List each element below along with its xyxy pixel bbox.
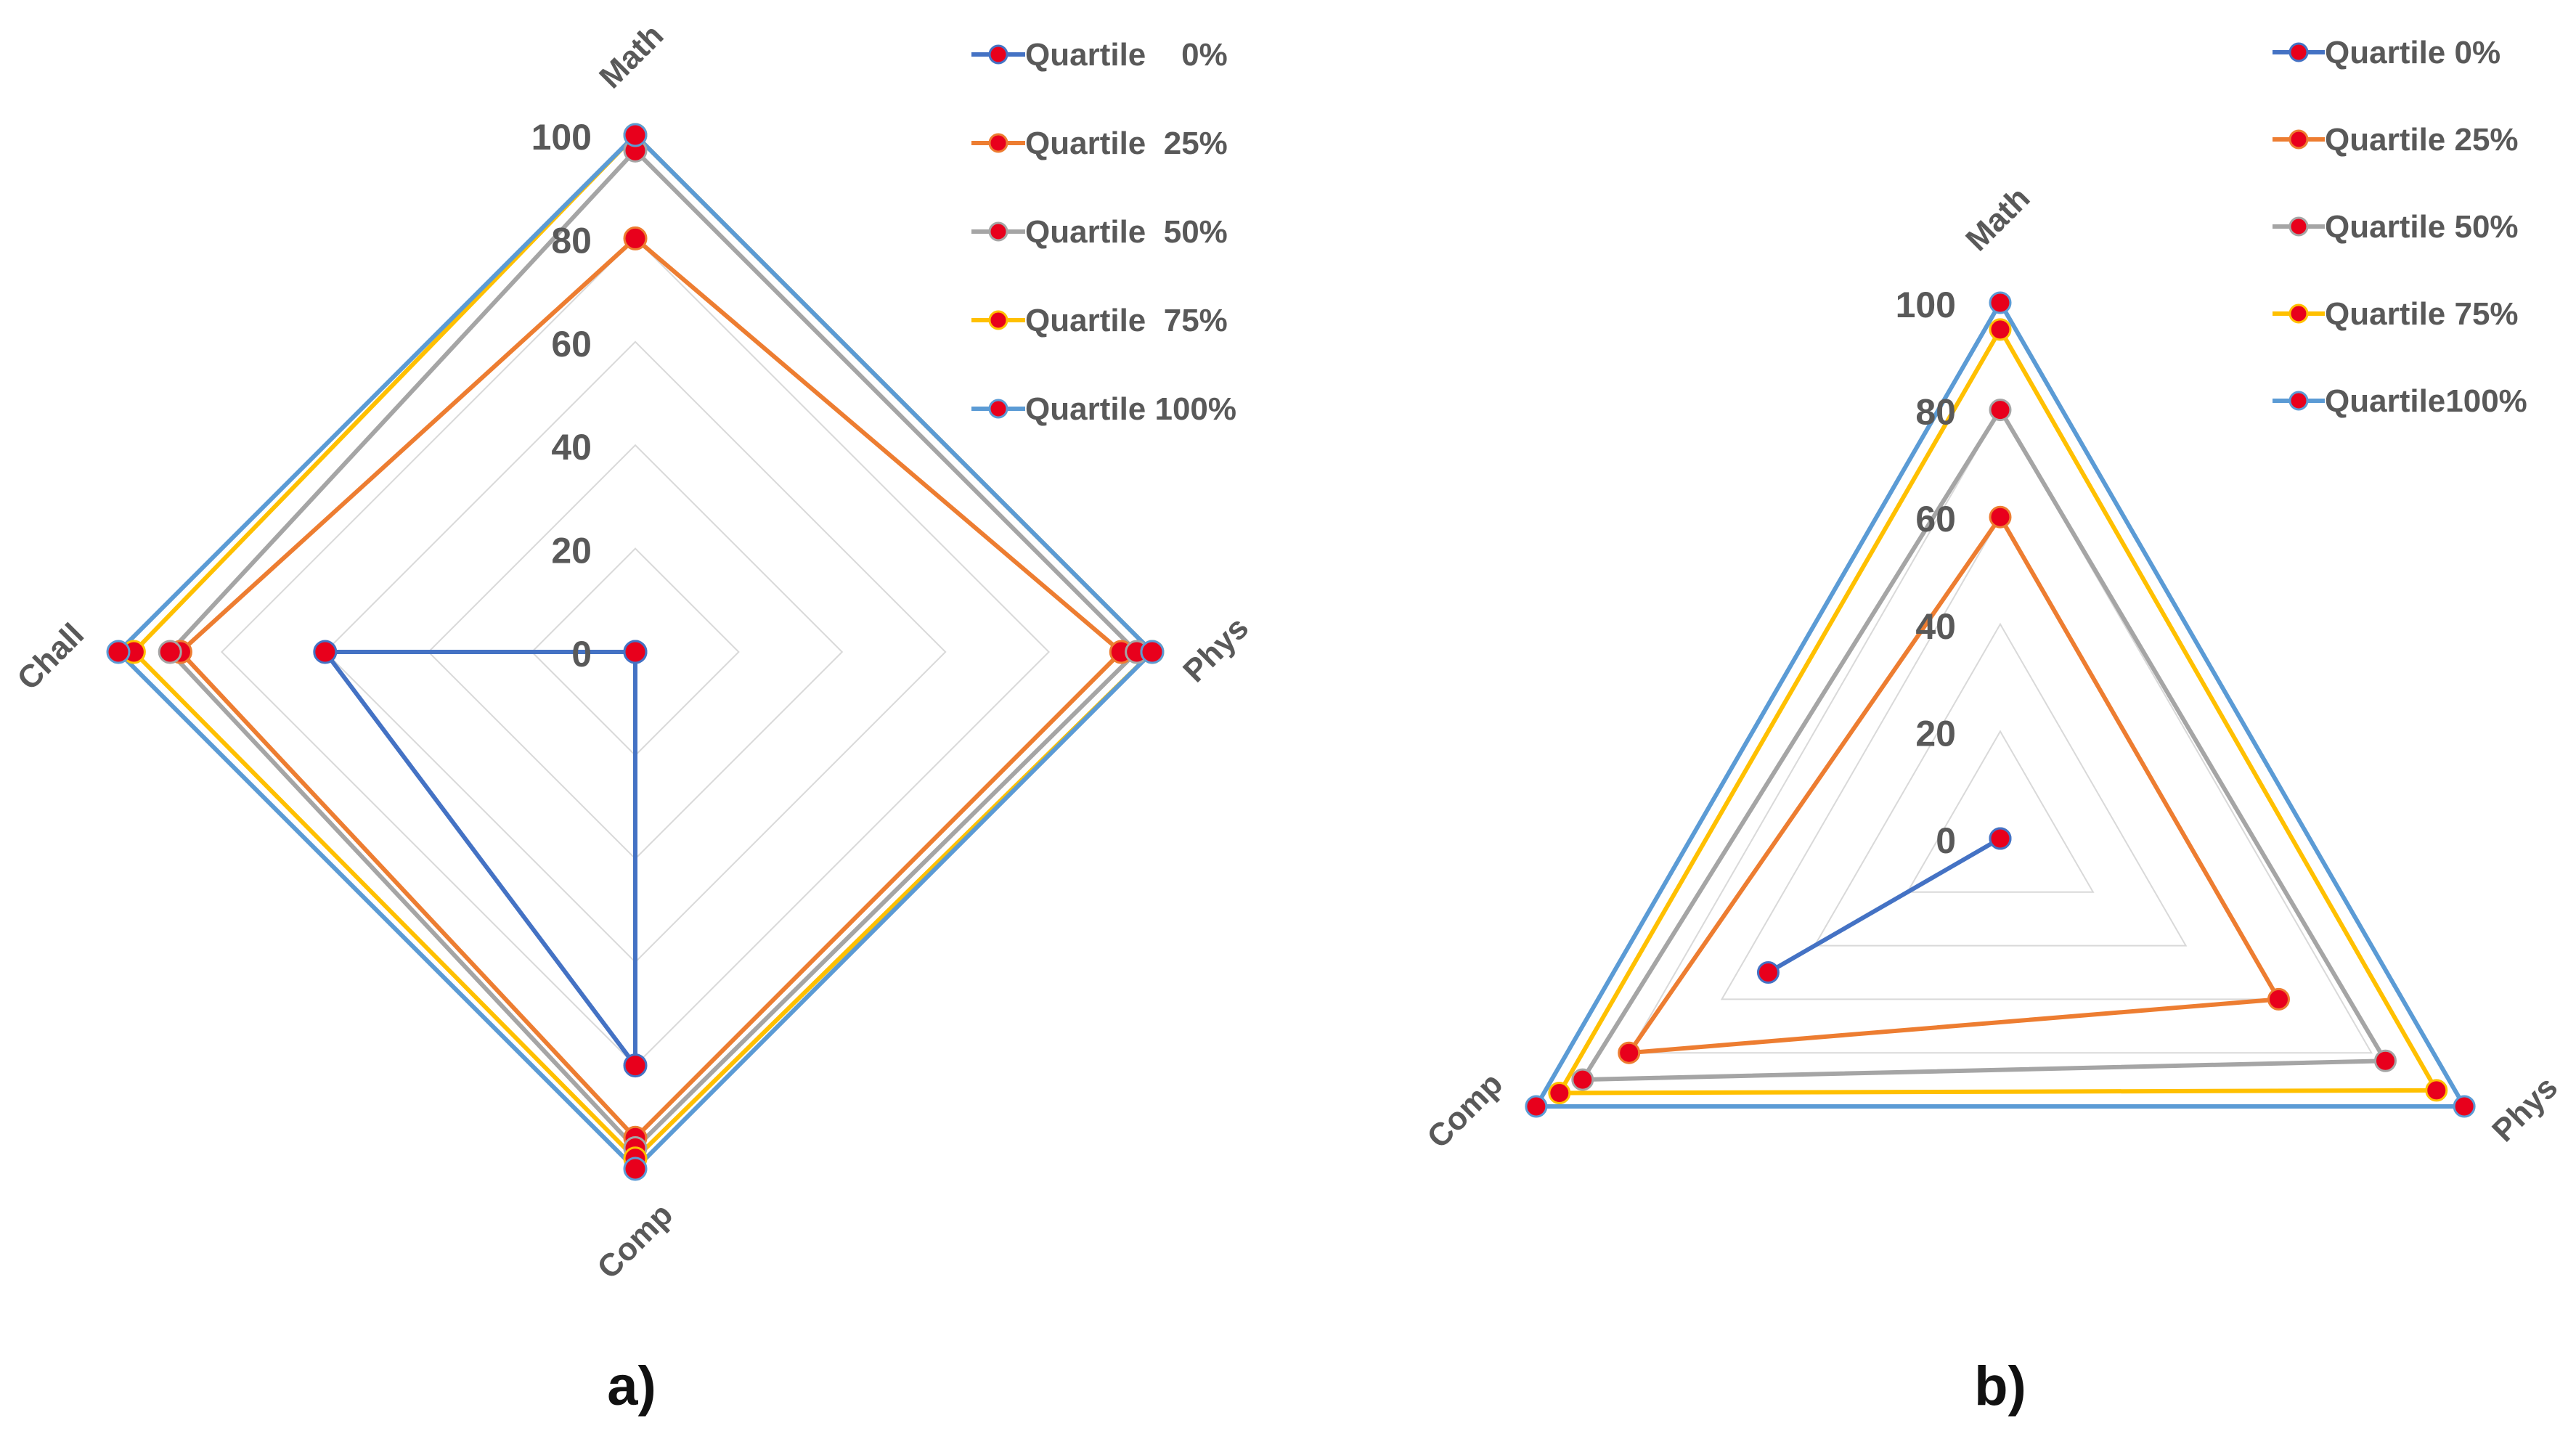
legend-item-quartile100: Quartile100% xyxy=(2273,383,2527,419)
axis-label-phys: Phys xyxy=(1176,610,1255,689)
legend-item-quartile-0: Quartile 0% xyxy=(971,37,1228,73)
data-point-quartile-25-phys xyxy=(2267,987,2290,1011)
series-line-quartile-0 xyxy=(320,650,637,1072)
legend-item-quartile-25: Quartile 25% xyxy=(971,126,1228,161)
tick-label-60: 60 xyxy=(551,324,592,364)
data-point-quartile-50-phys xyxy=(2373,1049,2397,1072)
data-point-quartile-0-phys xyxy=(1989,827,2012,850)
series-line-quartile-50 xyxy=(1578,405,2389,1082)
series-line-quartile-25 xyxy=(177,235,1125,1141)
data-point-quartile-50-math xyxy=(1989,399,2012,422)
legend-item-quartile-25: Quartile 25% xyxy=(2273,122,2519,158)
data-point-quartile-0-chall xyxy=(313,640,338,664)
grid-ring-60 xyxy=(1720,515,2281,1000)
data-point-quartile-100-phys xyxy=(1140,640,1165,664)
legend: Quartile 0% Quartile 25% Quartile 50% Quart… xyxy=(2273,35,2527,419)
legend-label-quartile-75: Quartile 75% xyxy=(1025,303,1228,338)
grid-ring-40 xyxy=(1813,622,2188,947)
data-point-quartile-0-comp xyxy=(1756,961,1780,984)
legend-label-quartile-0: Quartile 0% xyxy=(1025,37,1228,73)
data-point-quartile100-math xyxy=(1989,291,2012,314)
axis-label-comp: Comp xyxy=(590,1196,680,1286)
data-point-quartile-25-math xyxy=(1989,505,2012,529)
legend-item-quartile-100: Quartile 100% xyxy=(971,391,1236,427)
tick-label-80: 80 xyxy=(551,220,592,261)
axis-label-math: Math xyxy=(592,17,670,95)
data-point-quartile-25-math xyxy=(623,226,648,250)
tick-label-100: 100 xyxy=(1896,285,1956,325)
data-point-quartile-50-chall xyxy=(158,640,182,664)
legend-label-quartile-100: Quartile 100% xyxy=(1025,391,1236,427)
series-line-quartile100 xyxy=(1532,298,2469,1109)
legend-marker-quartile-0 xyxy=(2288,42,2309,62)
legend-label-quartile-50: Quartile 50% xyxy=(2325,209,2519,245)
data-point-quartile100-comp xyxy=(1525,1095,1548,1118)
axis-label-phys: Phys xyxy=(2485,1069,2564,1149)
tick-label-20: 20 xyxy=(1915,713,1956,754)
axis-label-chall: Chall xyxy=(10,616,91,697)
panel-label-b: b) xyxy=(1974,1355,2026,1417)
data-point-quartile-100-chall xyxy=(106,640,131,664)
legend-label-quartile-25: Quartile 25% xyxy=(2325,122,2519,158)
legend-item-quartile-75: Quartile 75% xyxy=(2273,296,2519,332)
tick-label-60: 60 xyxy=(1915,499,1956,539)
tick-label-20: 20 xyxy=(551,531,592,571)
legend: Quartile 0% Quartile 25% Quartile 50% Quart… xyxy=(971,37,1236,427)
legend-item-quartile-0: Quartile 0% xyxy=(2273,35,2500,70)
tick-label-0: 0 xyxy=(1936,820,1956,861)
data-point-quartile-25-comp xyxy=(1618,1041,1641,1064)
legend-item-quartile-75: Quartile 75% xyxy=(971,303,1228,338)
data-point-quartile100-phys xyxy=(2453,1095,2476,1118)
legend-marker-quartile-25 xyxy=(2288,129,2309,150)
data-point-quartile-0-comp xyxy=(623,1053,648,1078)
grid-ring-20 xyxy=(1906,730,2095,893)
legend-marker-quartile-100 xyxy=(988,399,1008,419)
legend-marker-quartile-75 xyxy=(2288,303,2309,324)
legend-marker-quartile-25 xyxy=(988,133,1008,153)
data-point-quartile-75-comp xyxy=(1548,1082,1571,1105)
tick-label-80: 80 xyxy=(1915,392,1956,433)
legend-marker-quartile-75 xyxy=(988,310,1008,330)
tick-label-0: 0 xyxy=(571,634,592,674)
series-line-quartile-25 xyxy=(1624,513,2283,1056)
legend-label-quartile-50: Quartile 50% xyxy=(1025,214,1228,250)
legend-item-quartile-50: Quartile 50% xyxy=(971,214,1228,250)
data-point-quartile-100-math xyxy=(623,123,648,147)
tick-label-40: 40 xyxy=(1915,606,1956,647)
data-point-quartile-75-math xyxy=(1989,318,2012,341)
grid-ring-80 xyxy=(1627,408,2373,1054)
data-point-quartile-50-comp xyxy=(1571,1068,1594,1091)
legend-marker-quartile-0 xyxy=(988,44,1008,65)
tick-label-100: 100 xyxy=(531,117,592,158)
legend-marker-quartile100 xyxy=(2288,391,2309,411)
legend-label-quartile-25: Quartile 25% xyxy=(1025,126,1228,161)
axis-label-math: Math xyxy=(1959,180,2037,258)
legend-item-quartile-50: Quartile 50% xyxy=(2273,209,2519,245)
legend-label-quartile100: Quartile100% xyxy=(2325,383,2527,419)
data-point-quartile-100-comp xyxy=(623,1157,648,1181)
panel-label-a: a) xyxy=(607,1355,656,1417)
tick-label-40: 40 xyxy=(551,427,592,468)
legend-marker-quartile-50 xyxy=(988,221,1008,242)
legend-label-quartile-75: Quartile 75% xyxy=(2325,296,2519,332)
data-point-quartile-75-phys xyxy=(2425,1079,2448,1102)
axis-label-comp: Comp xyxy=(1420,1066,1509,1155)
data-point-quartile-0-phys xyxy=(623,640,648,664)
legend-label-quartile-0: Quartile 0% xyxy=(2325,35,2500,70)
legend-marker-quartile-50 xyxy=(2288,216,2309,237)
series-line-quartile-75 xyxy=(1555,325,2440,1096)
